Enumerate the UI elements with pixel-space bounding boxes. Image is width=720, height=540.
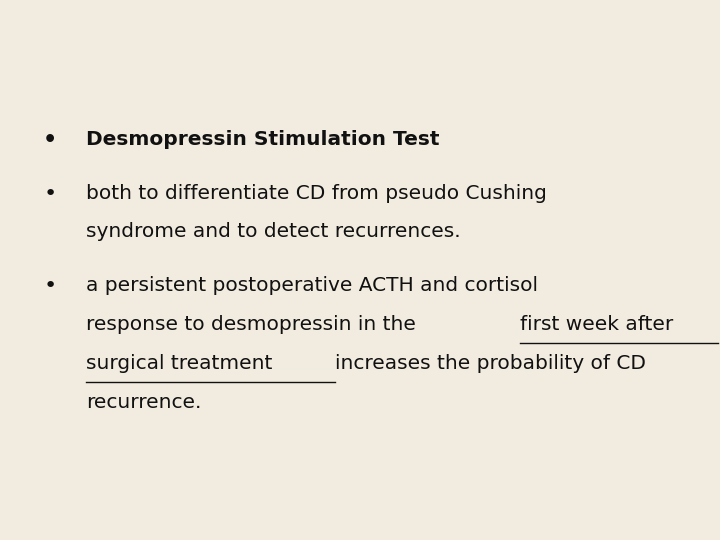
Text: a persistent postoperative ACTH and cortisol: a persistent postoperative ACTH and cort…	[86, 276, 539, 295]
Text: recurrence.: recurrence.	[86, 393, 202, 412]
Text: •: •	[43, 184, 56, 204]
Text: syndrome and to detect recurrences.: syndrome and to detect recurrences.	[86, 222, 461, 241]
Text: surgical treatment: surgical treatment	[86, 354, 279, 373]
Text: increases the probability of CD: increases the probability of CD	[335, 354, 646, 373]
Text: both to differentiate CD from pseudo Cushing: both to differentiate CD from pseudo Cus…	[86, 184, 547, 202]
Text: •: •	[43, 130, 58, 150]
Text: •: •	[43, 276, 56, 296]
Text: first week after: first week after	[521, 315, 673, 334]
Text: Desmopressin Stimulation Test: Desmopressin Stimulation Test	[86, 130, 440, 148]
Text: response to desmopressin in the: response to desmopressin in the	[86, 315, 423, 334]
